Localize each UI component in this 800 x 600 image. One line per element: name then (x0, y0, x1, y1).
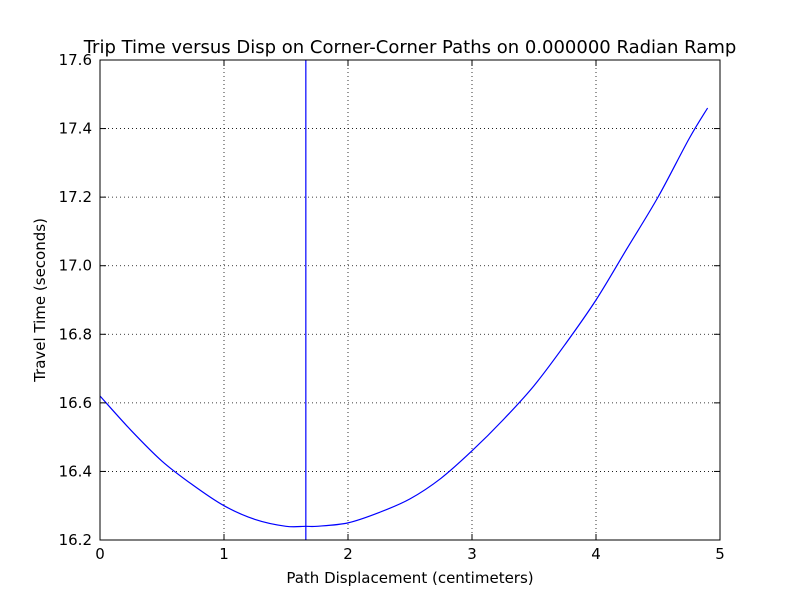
x-tick-label: 1 (219, 545, 229, 563)
x-tick-label: 3 (467, 545, 477, 563)
y-tick-label: 17.2 (59, 188, 92, 206)
x-tick-label: 2 (343, 545, 353, 563)
y-tick-label: 16.8 (59, 325, 92, 343)
data-series (99, 60, 709, 540)
y-tick-label: 16.2 (59, 531, 92, 549)
y-axis-label: Travel Time (seconds) (31, 218, 49, 383)
travel-time-curve (99, 107, 709, 528)
y-tick-label: 16.6 (59, 394, 92, 412)
axis-ticks: 0 1 2 3 4 5 16.2 16.4 16.6 16.8 17.0 17.2 17.4 17.6 (59, 51, 725, 563)
x-tick-label: 0 (95, 545, 105, 563)
plot-area-background (100, 60, 720, 540)
x-axis-label: Path Displacement (centimeters) (286, 569, 533, 587)
y-tick-label: 17.4 (59, 120, 92, 138)
x-tick-label: 5 (715, 545, 725, 563)
plot-frame (99, 59, 721, 541)
chart-title: Trip Time versus Disp on Corner-Corner P… (83, 37, 737, 58)
y-tick-label: 16.4 (59, 462, 92, 480)
x-tick-label: 4 (591, 545, 601, 563)
y-tick-label: 17.0 (59, 257, 92, 275)
y-tick-label: 17.6 (59, 51, 92, 69)
